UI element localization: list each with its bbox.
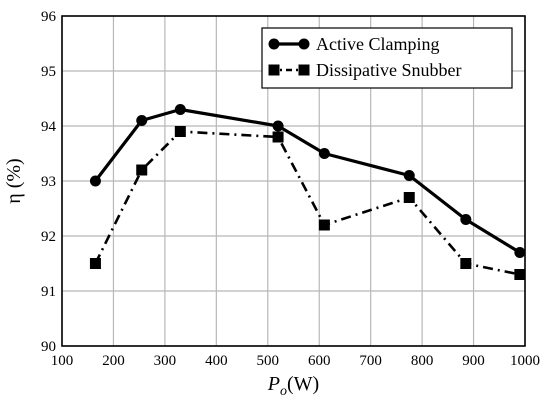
x-tick-label: 700 [359, 353, 382, 369]
x-tick-label: 600 [308, 353, 331, 369]
y-tick-label: 96 [41, 9, 57, 25]
tick-labels: 100 200 300 400 500 600 700 800 900 1000 90 91 92 93 9… [41, 9, 540, 369]
x-axis-label-subscript: o [280, 384, 287, 399]
series-layer [89, 104, 526, 280]
y-tick-label: 95 [41, 64, 56, 80]
dissipative-snubber-series [89, 126, 526, 280]
y-tick-label: 93 [41, 174, 56, 190]
dissipative-snubber-point [89, 258, 101, 269]
active-clamping-point [272, 120, 284, 132]
x-axis-label: Po(W) [267, 373, 319, 399]
y-tick-label: 94 [41, 119, 57, 135]
dissipative-snubber-point [460, 258, 472, 269]
legend-label: Active Clamping [316, 34, 439, 54]
active-clamping-line [94, 107, 521, 254]
legend-label: Dissipative Snubber [316, 60, 462, 80]
dissipative-snubber-point [514, 269, 526, 280]
legend-entry-dissipative-snubber: Dissipative Snubber [268, 60, 462, 80]
legend-marker [298, 64, 310, 76]
legend-marker [298, 38, 310, 50]
active-clamping-point [514, 247, 526, 258]
legend-box [261, 27, 513, 89]
legend: Active Clamping Dissipative Snubber [261, 27, 513, 89]
active-clamping-point [318, 148, 330, 159]
active-clamping-point [89, 175, 101, 187]
y-tick-label: 91 [41, 284, 56, 300]
x-tick-label: 400 [205, 353, 228, 369]
legend-entry-active-clamping: Active Clamping [268, 34, 439, 54]
x-tick-label: 100 [51, 353, 74, 369]
x-tick-label: 300 [154, 353, 177, 369]
dissipative-snubber-point [318, 219, 330, 231]
x-tick-label: 200 [102, 353, 125, 369]
active-clamping-point [136, 115, 148, 126]
y-tick-label: 90 [41, 339, 56, 355]
y-axis-label: η (%) [3, 158, 25, 203]
legend-marker [268, 38, 280, 50]
x-tick-label: 500 [257, 353, 280, 369]
active-clamping-point [460, 214, 472, 225]
active-clamping-point [403, 170, 415, 181]
x-tick-label: 800 [411, 353, 434, 369]
y-tick-label: 92 [41, 229, 56, 245]
dissipative-snubber-point [136, 164, 148, 176]
dissipative-snubber-point [272, 131, 284, 143]
active-clamping-point [174, 104, 186, 115]
dissipative-snubber-line [94, 130, 521, 276]
x-tick-label: 1000 [510, 353, 540, 369]
x-axis-label-main: P [267, 373, 280, 395]
dissipative-snubber-point [174, 126, 186, 137]
active-clamping-series [89, 104, 526, 258]
dissipative-snubber-point [403, 192, 415, 203]
legend-marker [268, 64, 280, 76]
x-tick-label: 900 [462, 353, 485, 369]
plot-frame [61, 15, 526, 347]
x-axis-label-unit: (W) [287, 373, 319, 395]
